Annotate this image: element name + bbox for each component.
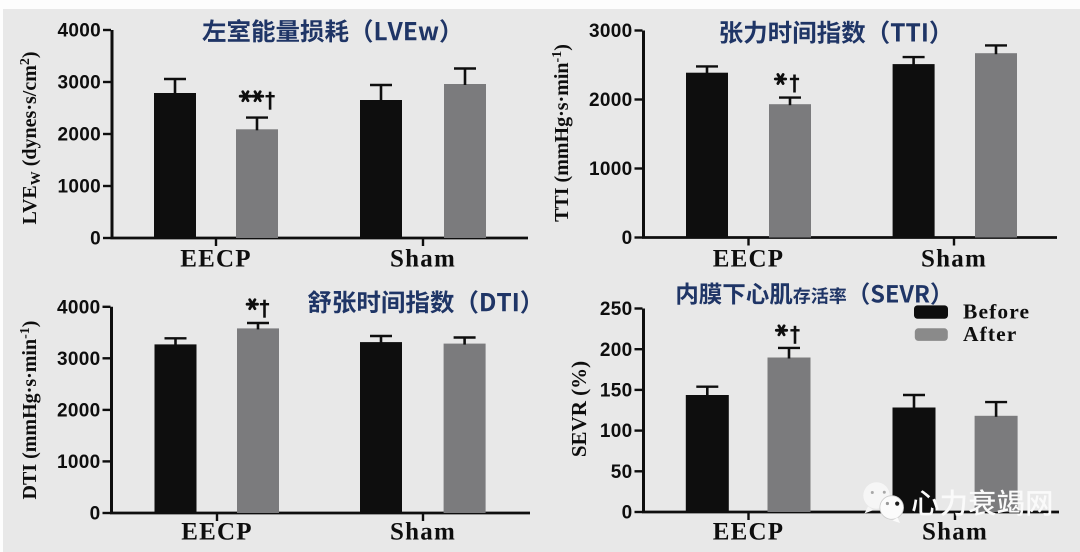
svg-text:0: 0 xyxy=(622,228,633,249)
svg-text:1000: 1000 xyxy=(58,177,101,198)
svg-text:2000: 2000 xyxy=(57,401,100,422)
svg-text:EECP: EECP xyxy=(713,245,784,272)
svg-text:200: 200 xyxy=(600,340,633,361)
svg-text:Sham: Sham xyxy=(390,245,456,272)
svg-text:EECP: EECP xyxy=(181,519,252,546)
svg-text:Before: Before xyxy=(963,300,1030,324)
svg-text:EECP: EECP xyxy=(180,245,251,272)
svg-text:250: 250 xyxy=(600,299,633,320)
svg-text:DTI (mmHg·s·min-1): DTI (mmHg·s·min-1) xyxy=(18,321,41,500)
svg-text:1000: 1000 xyxy=(57,452,100,473)
svg-text:After: After xyxy=(963,322,1017,346)
svg-text:LVEW (dynes·s/cm2): LVEW (dynes·s/cm2) xyxy=(18,51,44,224)
svg-text:150: 150 xyxy=(600,381,633,402)
svg-text:1000: 1000 xyxy=(589,159,632,180)
svg-text:50: 50 xyxy=(611,462,633,483)
svg-text:Sham: Sham xyxy=(922,519,988,546)
svg-text:4000: 4000 xyxy=(58,21,101,42)
svg-text:100: 100 xyxy=(600,421,633,442)
svg-text:TTI (mmHg·s·min-1): TTI (mmHg·s·min-1) xyxy=(550,44,573,222)
svg-text:2000: 2000 xyxy=(589,90,632,111)
svg-text:Sham: Sham xyxy=(921,245,987,272)
svg-text:3000: 3000 xyxy=(58,73,101,94)
svg-text:0: 0 xyxy=(622,503,633,524)
svg-text:Sham: Sham xyxy=(390,519,456,546)
svg-text:3000: 3000 xyxy=(589,21,632,42)
svg-text:SEVR (%): SEVR (%) xyxy=(567,361,591,457)
svg-text:3000: 3000 xyxy=(57,349,100,370)
svg-text:4000: 4000 xyxy=(57,297,100,318)
svg-text:EECP: EECP xyxy=(713,519,784,546)
svg-text:0: 0 xyxy=(90,229,101,250)
svg-text:0: 0 xyxy=(90,504,101,525)
svg-text:2000: 2000 xyxy=(58,125,101,146)
